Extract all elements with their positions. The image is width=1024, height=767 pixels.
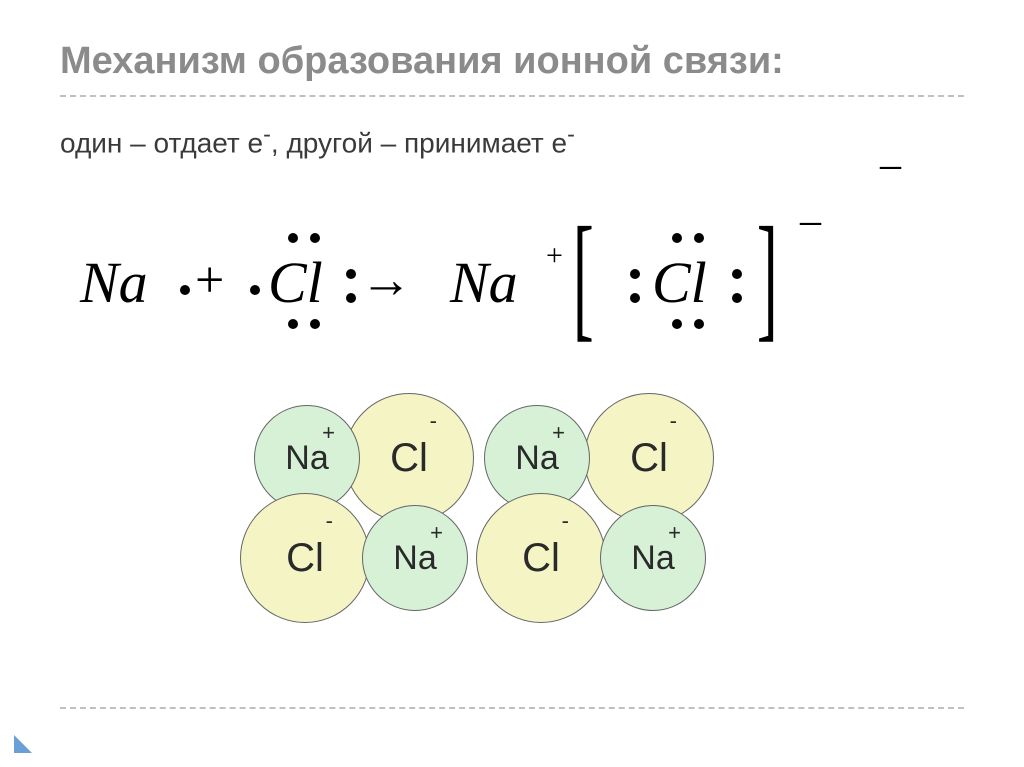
op-plus: + [195, 251, 224, 310]
electron-dot [694, 233, 704, 243]
ion-cl: Cl - [240, 493, 370, 623]
electron-dot [732, 269, 742, 279]
page-title: Механизм образования ионной связи: [60, 40, 964, 83]
ion-label: Cl [390, 436, 428, 481]
ion-label: Cl [522, 536, 560, 581]
bracket-left: [ [573, 207, 594, 347]
sup-plus: + [546, 239, 563, 273]
electron-dot [310, 233, 320, 243]
sup-minus-stray: – [880, 141, 901, 189]
electron-dot [180, 285, 190, 295]
ion-na: Na + [600, 505, 706, 611]
electron-dot [346, 293, 356, 303]
ion-charge: - [430, 408, 437, 434]
atom-na-rhs: Na [450, 249, 518, 316]
subtitle-b: , другой – принимает е [271, 127, 567, 158]
atom-cl-rhs: Cl [652, 249, 707, 316]
sup-minus-bracket: – [800, 197, 821, 245]
ion-charge: - [562, 508, 569, 534]
divider-top [60, 95, 964, 97]
ion-na: Na + [362, 505, 468, 611]
subtitle-a: один – отдает е [60, 127, 263, 158]
electron-dot [310, 319, 320, 329]
electron-dot [288, 319, 298, 329]
ion-label: Cl [630, 436, 668, 481]
subtitle: один – отдает е-, другой – принимает е- [60, 121, 964, 159]
op-arrow: → [360, 251, 412, 310]
ion-cl: Cl - [476, 493, 606, 623]
electron-dot [732, 293, 742, 303]
divider-bottom [60, 707, 964, 709]
lattice-top-row: Cl - Cl - Na + Na + [262, 399, 762, 509]
lewis-equation: Na + Cl → Na + [ Cl ] – – [60, 199, 964, 369]
electron-dot [630, 293, 640, 303]
ion-charge: + [668, 520, 681, 546]
ion-charge: - [670, 408, 677, 434]
electron-dot [672, 319, 682, 329]
corner-decoration-icon [14, 735, 32, 753]
ion-charge: + [430, 520, 443, 546]
electron-dot [346, 269, 356, 279]
ion-charge: + [322, 420, 335, 446]
ion-charge: + [552, 420, 565, 446]
electron-dot [250, 285, 260, 295]
atom-na-lhs: Na [80, 249, 148, 316]
electron-dot [694, 319, 704, 329]
ionic-lattice: Cl - Cl - Na + Na + Cl - Cl - Na + [262, 399, 762, 619]
electron-dot [672, 233, 682, 243]
lattice-bottom-row: Cl - Cl - Na + Na + [262, 503, 762, 613]
atom-cl-lhs: Cl [268, 249, 323, 316]
electron-dot [630, 269, 640, 279]
bracket-right: ] [757, 207, 778, 347]
electron-dot [288, 233, 298, 243]
ion-charge: - [326, 508, 333, 534]
ion-label: Cl [286, 536, 324, 581]
